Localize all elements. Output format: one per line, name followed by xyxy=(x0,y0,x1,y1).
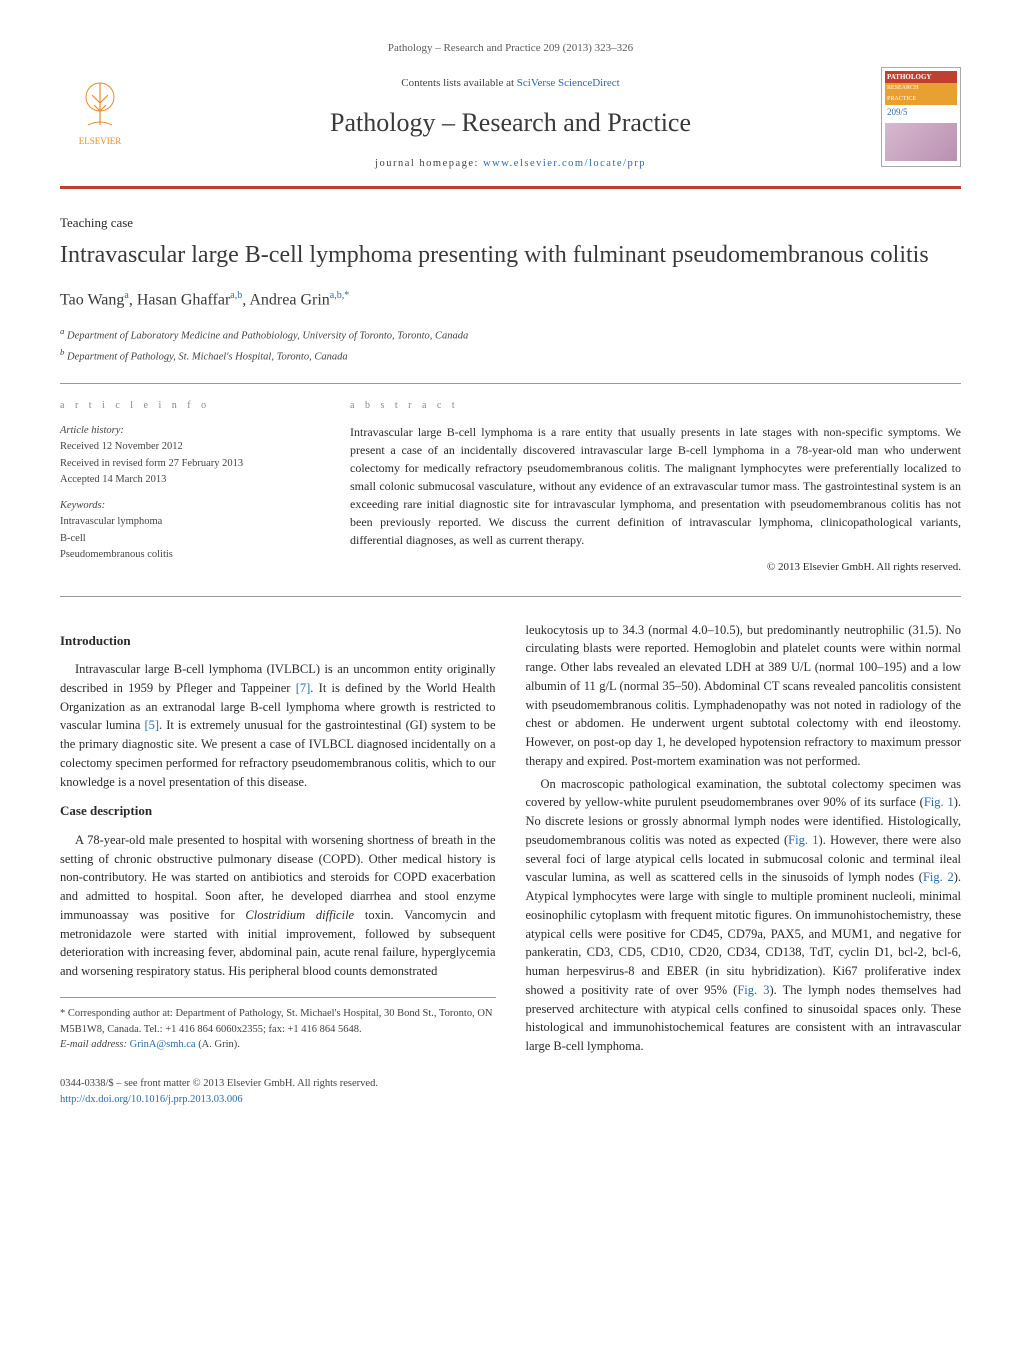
rule-above-meta xyxy=(60,383,961,384)
email-label: E-mail address: xyxy=(60,1039,130,1050)
intro-paragraph: Intravascular large B-cell lymphoma (IVL… xyxy=(60,660,496,791)
running-head: Pathology – Research and Practice 209 (2… xyxy=(60,40,961,57)
case-heading: Case description xyxy=(60,801,496,821)
article-info-block: a r t i c l e i n f o Article history: R… xyxy=(60,398,310,576)
affiliation: a Department of Laboratory Medicine and … xyxy=(60,325,961,344)
cover-line1: PATHOLOGY xyxy=(885,71,957,84)
issn-line: 0344-0338/$ – see front matter © 2013 El… xyxy=(60,1076,961,1092)
contents-prefix: Contents lists available at xyxy=(401,77,516,89)
case-paragraph-3: On macroscopic pathological examination,… xyxy=(526,775,962,1056)
history-item: Received in revised form 27 February 201… xyxy=(60,456,310,472)
corresponding-author: * Corresponding author at: Department of… xyxy=(60,1006,496,1038)
author-list: Tao Wanga, Hasan Ghaffara,b, Andrea Grin… xyxy=(60,288,961,312)
email-link[interactable]: GrinA@smh.ca xyxy=(130,1039,196,1050)
body-columns: Introduction Intravascular large B-cell … xyxy=(60,621,961,1057)
keyword-item: Intravascular lymphoma xyxy=(60,514,310,530)
sciencedirect-link[interactable]: SciVerse ScienceDirect xyxy=(517,77,620,89)
keyword-item: Pseudomembranous colitis xyxy=(60,547,310,563)
homepage-line: journal homepage: www.elsevier.com/locat… xyxy=(160,156,861,172)
article-title: Intravascular large B-cell lymphoma pres… xyxy=(60,240,961,270)
footer-block: 0344-0338/$ – see front matter © 2013 El… xyxy=(60,1076,961,1108)
rule-below-meta xyxy=(60,596,961,597)
history-item: Accepted 14 March 2013 xyxy=(60,472,310,488)
cover-line2: RESEARCH xyxy=(885,83,957,94)
history-label: Article history: xyxy=(60,423,310,439)
cover-vol: 209/5 xyxy=(885,105,957,121)
footnote-block: * Corresponding author at: Department of… xyxy=(60,997,496,1053)
article-info-heading: a r t i c l e i n f o xyxy=(60,398,310,413)
email-suffix: (A. Grin). xyxy=(196,1039,240,1050)
abstract-block: a b s t r a c t Intravascular large B-ce… xyxy=(350,398,961,576)
homepage-prefix: journal homepage: xyxy=(375,158,483,169)
case-paragraph-2: leukocytosis up to 34.3 (normal 4.0–10.5… xyxy=(526,621,962,771)
cover-image-placeholder xyxy=(885,123,957,161)
publisher-name: ELSEVIER xyxy=(79,135,122,149)
abstract-text: Intravascular large B-cell lymphoma is a… xyxy=(350,423,961,549)
email-line: E-mail address: GrinA@smh.ca (A. Grin). xyxy=(60,1037,496,1053)
article-type: Teaching case xyxy=(60,213,961,233)
publisher-logo: ELSEVIER xyxy=(60,67,140,157)
header-center: Contents lists available at SciVerse Sci… xyxy=(140,67,881,180)
cover-line3: PRACTICE xyxy=(885,94,957,105)
history-item: Received 12 November 2012 xyxy=(60,439,310,455)
elsevier-tree-icon xyxy=(70,75,130,135)
abstract-copyright: © 2013 Elsevier GmbH. All rights reserve… xyxy=(350,559,961,576)
journal-name: Pathology – Research and Practice xyxy=(160,103,861,142)
meta-row: a r t i c l e i n f o Article history: R… xyxy=(60,398,961,576)
contents-available-line: Contents lists available at SciVerse Sci… xyxy=(160,75,861,92)
keywords-label: Keywords: xyxy=(60,498,310,514)
keyword-item: B-cell xyxy=(60,531,310,547)
accent-rule xyxy=(60,186,961,189)
doi-link[interactable]: http://dx.doi.org/10.1016/j.prp.2013.03.… xyxy=(60,1094,243,1105)
header-band: ELSEVIER Contents lists available at Sci… xyxy=(60,67,961,180)
homepage-link[interactable]: www.elsevier.com/locate/prp xyxy=(483,158,646,169)
intro-heading: Introduction xyxy=(60,631,496,651)
affiliation: b Department of Pathology, St. Michael's… xyxy=(60,346,961,365)
abstract-heading: a b s t r a c t xyxy=(350,398,961,413)
case-paragraph-1: A 78-year-old male presented to hospital… xyxy=(60,831,496,981)
journal-cover-thumb: PATHOLOGY RESEARCH PRACTICE 209/5 xyxy=(881,67,961,167)
